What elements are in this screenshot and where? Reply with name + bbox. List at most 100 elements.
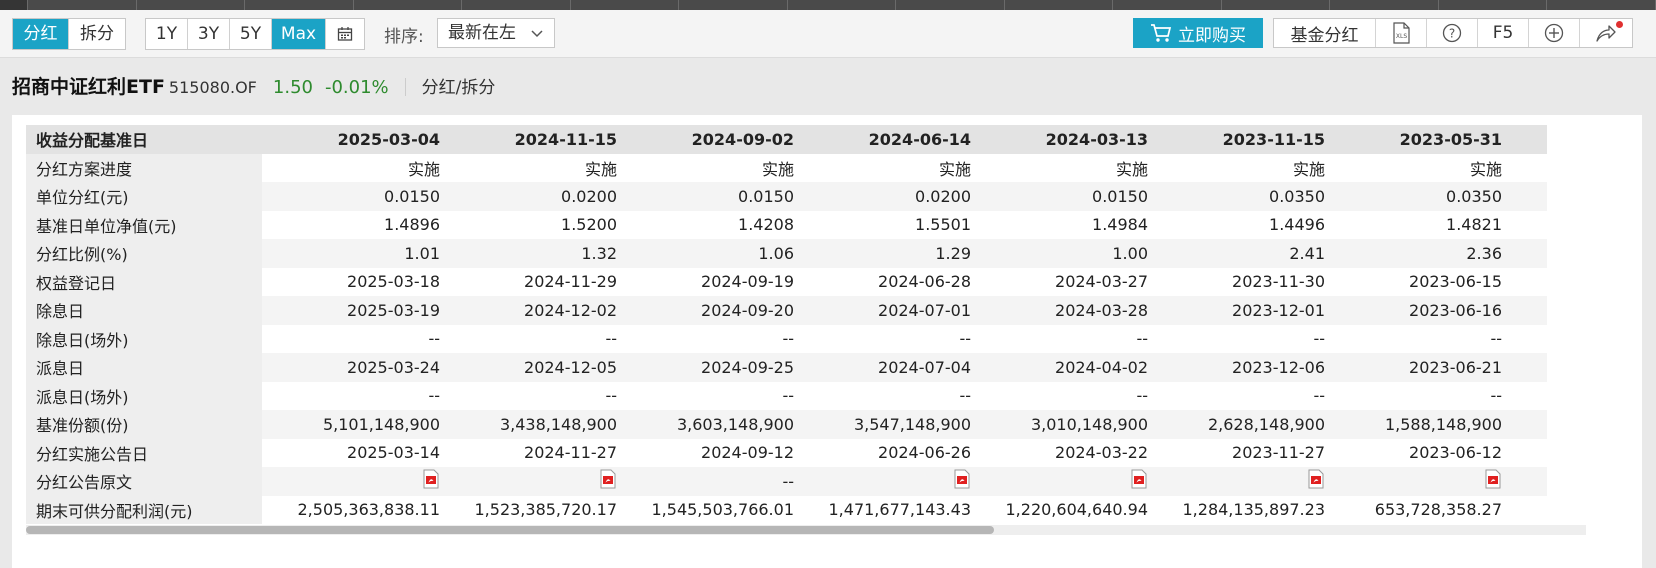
pdf-icon[interactable] bbox=[422, 469, 440, 493]
refresh-f5-button[interactable]: F5 bbox=[1478, 19, 1529, 47]
table-cell: 1.4821 bbox=[1325, 210, 1502, 239]
table-cell: 2023-06-15 bbox=[1325, 267, 1502, 296]
row-label: 除息日(场外) bbox=[26, 324, 262, 353]
table-cell: 2024-03-27 bbox=[971, 267, 1148, 296]
tab-strip-segment[interactable] bbox=[28, 0, 137, 10]
table-cell: 1.4208 bbox=[617, 210, 794, 239]
share-icon bbox=[1595, 25, 1616, 42]
pdf-icon[interactable] bbox=[953, 469, 971, 493]
scrollbar-thumb[interactable] bbox=[26, 526, 994, 534]
pdf-cell[interactable] bbox=[262, 467, 440, 496]
table-cell: 实施 bbox=[971, 153, 1148, 182]
tab-strip-segment[interactable] bbox=[462, 0, 571, 10]
table-cell: 2,628,148,900 bbox=[1148, 410, 1325, 439]
help-button[interactable]: ? bbox=[1427, 19, 1478, 47]
pdf-cell[interactable] bbox=[440, 467, 617, 496]
row-label: 分红实施公告日 bbox=[26, 438, 262, 467]
row-label: 基准日单位净值(元) bbox=[26, 210, 262, 239]
export-xls-button[interactable]: XLS bbox=[1376, 19, 1427, 47]
row-label: 派息日 bbox=[26, 353, 262, 382]
row-label: 权益登记日 bbox=[26, 267, 262, 296]
tab-split[interactable]: 拆分 bbox=[80, 24, 114, 44]
table-cell: -- bbox=[1325, 324, 1502, 353]
period-max-button[interactable]: Max bbox=[272, 19, 326, 49]
pdf-icon[interactable] bbox=[1130, 469, 1148, 493]
tab-strip-segment[interactable] bbox=[1222, 0, 1331, 10]
buy-button[interactable]: 立即购买 bbox=[1133, 18, 1263, 48]
table-cell: -- bbox=[1325, 381, 1502, 410]
notification-dot bbox=[1616, 21, 1623, 28]
table-cell: 实施 bbox=[1325, 153, 1502, 182]
table-cell: 3,010,148,900 bbox=[971, 410, 1148, 439]
pdf-icon[interactable] bbox=[599, 469, 617, 493]
row-spacer bbox=[1502, 353, 1547, 382]
header-date: 2025-03-04 bbox=[262, 125, 440, 154]
table-cell: 1.00 bbox=[971, 239, 1148, 268]
table-header-row: 收益分配基准日 2025-03-04 2024-11-15 2024-09-02… bbox=[26, 125, 1547, 154]
tab-strip-segment[interactable] bbox=[245, 0, 354, 10]
table-cell: -- bbox=[440, 381, 617, 410]
pdf-cell[interactable] bbox=[1325, 467, 1502, 496]
tab-strip-segment[interactable] bbox=[1547, 0, 1656, 10]
table-cell: 1.4984 bbox=[971, 210, 1148, 239]
tab-strip-segment[interactable] bbox=[571, 0, 680, 10]
table-cell: 1,588,148,900 bbox=[1325, 410, 1502, 439]
tab-strip-segment[interactable] bbox=[1005, 0, 1114, 10]
tab-strip-segment[interactable] bbox=[1330, 0, 1439, 10]
view-tab-group: 分红 拆分 bbox=[12, 18, 126, 50]
tab-strip-segment[interactable] bbox=[1113, 0, 1222, 10]
tab-strip-segment[interactable] bbox=[788, 0, 897, 10]
tab-strip-segment[interactable] bbox=[354, 0, 463, 10]
row-label: 分红比例(%) bbox=[26, 239, 262, 268]
svg-text:?: ? bbox=[1449, 27, 1455, 41]
tab-strip-segment[interactable] bbox=[1439, 0, 1548, 10]
period-5y-button[interactable]: 5Y bbox=[230, 19, 272, 49]
row-label: 基准份额(份) bbox=[26, 410, 262, 439]
calendar-button[interactable] bbox=[326, 19, 364, 49]
table-cell: -- bbox=[794, 324, 971, 353]
period-1y-button[interactable]: 1Y bbox=[146, 19, 188, 49]
table-cell: 2025-03-24 bbox=[262, 353, 440, 382]
pdf-cell[interactable] bbox=[971, 467, 1148, 496]
table-cell: 2023-06-12 bbox=[1325, 438, 1502, 467]
table-cell: 2025-03-14 bbox=[262, 438, 440, 467]
tab-dividend[interactable]: 分红 bbox=[13, 19, 69, 49]
table-cell: 1,545,503,766.01 bbox=[617, 495, 794, 524]
table-cell: 1.5200 bbox=[440, 210, 617, 239]
dividend-table-panel: 收益分配基准日 2025-03-04 2024-11-15 2024-09-02… bbox=[12, 115, 1642, 568]
help-icon: ? bbox=[1442, 23, 1462, 43]
fund-dividend-button[interactable]: 基金分红 bbox=[1274, 19, 1376, 47]
tab-strip-segment[interactable] bbox=[679, 0, 788, 10]
share-button[interactable] bbox=[1580, 19, 1631, 47]
horizontal-scrollbar[interactable] bbox=[26, 525, 1586, 535]
pdf-icon[interactable] bbox=[1307, 469, 1325, 493]
period-3y-button[interactable]: 3Y bbox=[188, 19, 230, 49]
header-date: 2024-03-13 bbox=[971, 125, 1148, 154]
tab-strip-segment[interactable] bbox=[137, 0, 246, 10]
table-cell: 1.06 bbox=[617, 239, 794, 268]
tab-strip-segment[interactable] bbox=[896, 0, 1005, 10]
table-cell: 2025-03-18 bbox=[262, 267, 440, 296]
fund-change: -0.01% bbox=[324, 77, 389, 98]
svg-text:XLS: XLS bbox=[1396, 33, 1407, 40]
pdf-cell[interactable] bbox=[1148, 467, 1325, 496]
sort-select[interactable]: 最新在左 bbox=[437, 18, 555, 48]
pdf-icon[interactable] bbox=[1484, 469, 1502, 493]
table-cell: 2023-12-06 bbox=[1148, 353, 1325, 382]
table-cell: 2023-06-21 bbox=[1325, 353, 1502, 382]
row-label: 分红方案进度 bbox=[26, 153, 262, 182]
table-cell: 2024-09-19 bbox=[617, 267, 794, 296]
table-cell: 实施 bbox=[617, 153, 794, 182]
cart-icon bbox=[1151, 24, 1172, 42]
table-cell: 3,547,148,900 bbox=[794, 410, 971, 439]
plus-circle-icon bbox=[1544, 23, 1564, 43]
header-label: 收益分配基准日 bbox=[26, 125, 262, 154]
header-spacer bbox=[1502, 125, 1547, 154]
table-row: 权益登记日 2025-03-18 2024-11-29 2024-09-19 2024-… bbox=[26, 267, 1547, 296]
table-row: 单位分红(元) 0.0150 0.0200 0.0150 0.0200 0.0150 0.0… bbox=[26, 182, 1547, 211]
tab-strip-segment[interactable] bbox=[0, 0, 28, 10]
pdf-cell[interactable] bbox=[794, 467, 971, 496]
add-button[interactable] bbox=[1529, 19, 1580, 47]
table-cell: 2024-03-28 bbox=[971, 296, 1148, 325]
table-cell: 1,220,604,640.94 bbox=[971, 495, 1148, 524]
